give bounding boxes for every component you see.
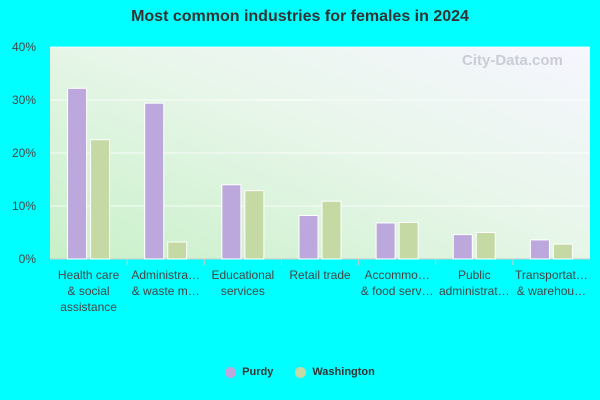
- x-tick-label: administrat…: [439, 284, 510, 298]
- bar-washington[interactable]: [90, 139, 111, 260]
- bar-washington[interactable]: [552, 243, 573, 260]
- x-tick-label: Accommo…: [364, 268, 429, 282]
- x-tick-label: & social: [68, 284, 110, 298]
- bar-purdy[interactable]: [221, 184, 242, 260]
- bar-purdy[interactable]: [144, 102, 165, 260]
- x-tick-label: & food serv…: [361, 284, 434, 298]
- y-tick-label: 40%: [12, 40, 36, 54]
- x-tick-label: Administra…: [131, 268, 200, 282]
- x-tick-label: services: [221, 284, 265, 298]
- gridlines: [50, 46, 590, 207]
- x-tick-label: Retail trade: [289, 268, 351, 282]
- y-tick-label: 0%: [19, 252, 37, 266]
- x-tick-label: Educational: [211, 268, 274, 282]
- legend: Purdy Washington: [0, 366, 600, 378]
- bar-washington[interactable]: [398, 221, 419, 260]
- bar-washington[interactable]: [244, 190, 265, 260]
- bar-washington[interactable]: [167, 241, 188, 260]
- y-tick-label: 30%: [12, 93, 36, 107]
- legend-item-purdy: Purdy: [225, 366, 273, 378]
- y-tick-label: 10%: [12, 199, 36, 213]
- x-tick-label: Health care: [58, 268, 120, 282]
- bar-washington[interactable]: [475, 232, 496, 260]
- bar-purdy[interactable]: [529, 239, 550, 260]
- bar-purdy[interactable]: [67, 87, 88, 260]
- bar-purdy[interactable]: [452, 234, 473, 260]
- x-tick-label: Public: [458, 268, 491, 282]
- chart-title: Most common industries for females in 20…: [131, 8, 469, 25]
- legend-item-washington: Washington: [295, 366, 375, 378]
- x-tick-label: assistance: [60, 300, 117, 314]
- watermark: City-Data.com: [462, 52, 563, 69]
- legend-swatch-washington: [295, 366, 307, 378]
- bar-purdy[interactable]: [298, 215, 319, 260]
- bar-purdy[interactable]: [375, 222, 396, 260]
- bar-washington[interactable]: [321, 200, 342, 260]
- x-tick-label: & warehou…: [517, 284, 586, 298]
- legend-label-purdy: Purdy: [242, 366, 274, 378]
- y-axis: 0% 10% 20% 30% 40%: [12, 40, 590, 266]
- bars: [67, 87, 573, 260]
- x-tick-label: Transportat…: [515, 268, 588, 282]
- x-tick-label: & waste m…: [132, 284, 200, 298]
- legend-label-washington: Washington: [312, 366, 375, 378]
- x-axis: Health care & social assistance Administra……: [58, 259, 588, 314]
- y-tick-label: 20%: [12, 146, 36, 160]
- legend-swatch-purdy: [225, 366, 237, 378]
